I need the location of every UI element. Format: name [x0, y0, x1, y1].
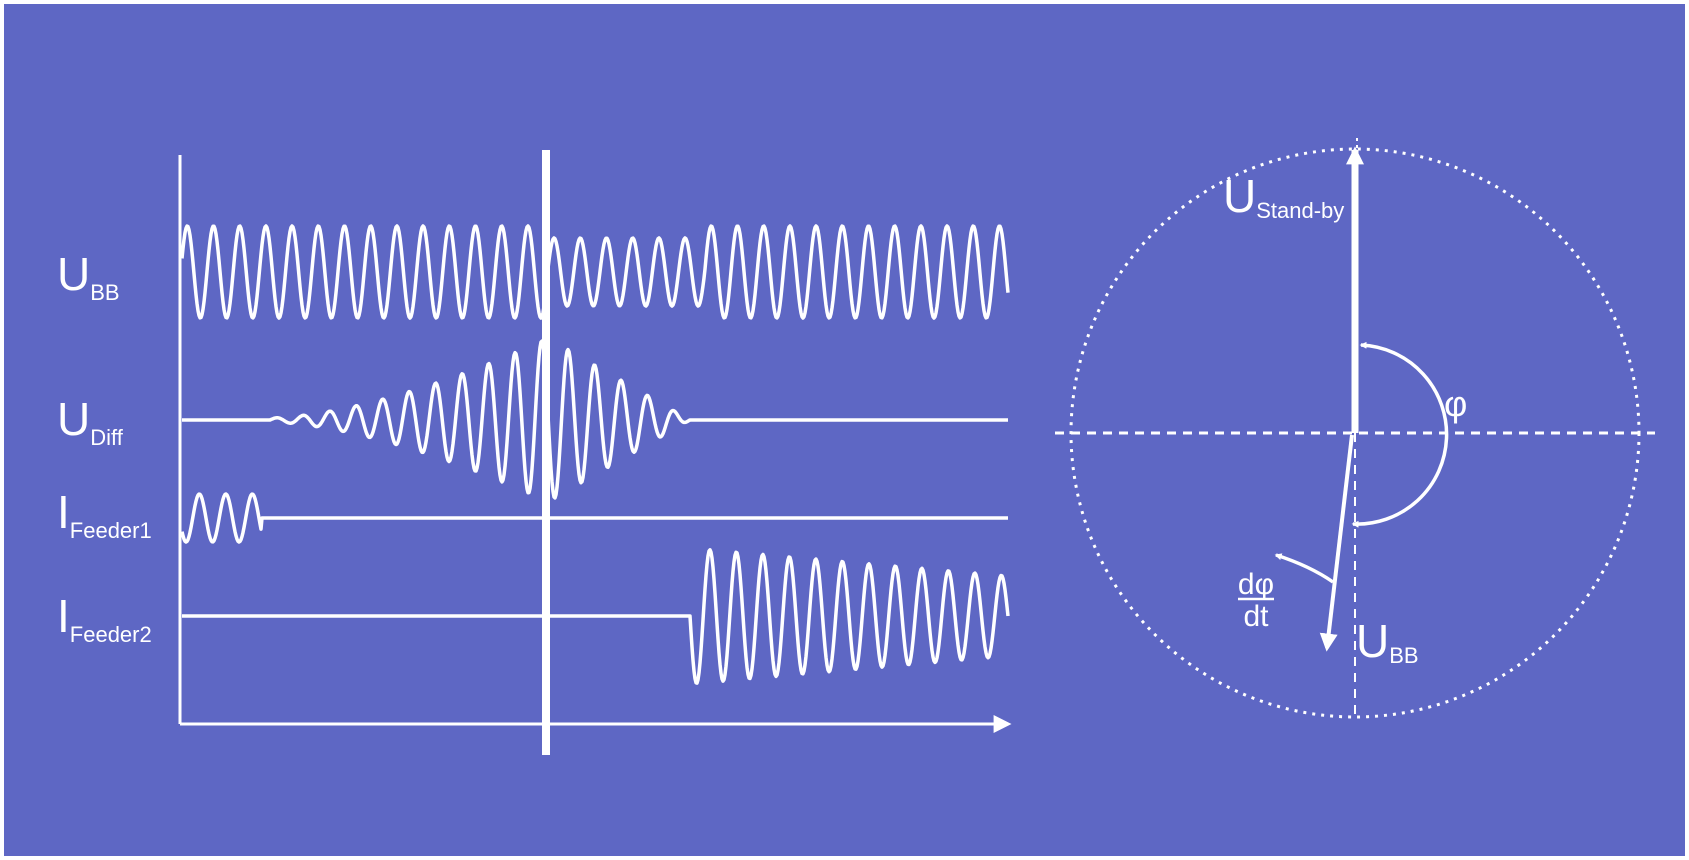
label-udiff-sub: Diff	[90, 425, 123, 450]
ubb-waveform	[180, 224, 1010, 320]
label-ifeeder1-sub: Feeder1	[70, 518, 152, 543]
label-ubb-phasor: UBB	[1356, 615, 1419, 668]
label-ubb-sub: BB	[90, 280, 119, 305]
rate-arrow	[1274, 553, 1334, 584]
label-udiff: UDiff	[57, 393, 124, 450]
busbar-phasor-arrow	[1319, 434, 1354, 652]
label-ustandby: UStand-by	[1223, 170, 1344, 223]
label-ustandby-sub: Stand-by	[1256, 198, 1344, 223]
label-dt: dt	[1243, 600, 1269, 633]
ifeeder2-waveform	[181, 548, 1010, 685]
label-phi: φ	[1444, 383, 1467, 424]
label-ifeeder1: IFeeder1	[57, 486, 152, 543]
ifeeder1-waveform	[180, 492, 1009, 544]
label-ifeeder2-sub: Feeder2	[70, 622, 152, 647]
label-ubb-main: U	[57, 248, 90, 300]
label-ubb: UBB	[57, 248, 120, 305]
label-ifeeder1-main: I	[57, 486, 70, 538]
label-dphi: dφ	[1238, 568, 1274, 601]
udiff-waveform	[181, 339, 1009, 500]
label-ubb-phasor-sub: BB	[1389, 643, 1418, 668]
label-ifeeder2-main: I	[57, 590, 70, 642]
label-ustandby-main: U	[1223, 170, 1256, 222]
waveform-chart: UBB UDiff IFeeder1 IFeeder2	[57, 150, 1012, 755]
phasor-diagram: UStand-by UBB φ dφ dt	[1055, 138, 1655, 719]
phase-angle-arc	[1351, 341, 1449, 528]
label-ubb-phasor-main: U	[1356, 615, 1389, 667]
background-panel	[4, 4, 1685, 856]
label-udiff-main: U	[57, 393, 90, 445]
label-ifeeder2: IFeeder2	[57, 590, 152, 647]
